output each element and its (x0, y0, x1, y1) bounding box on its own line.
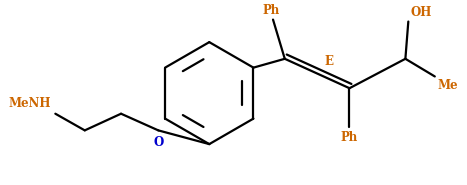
Text: E: E (325, 55, 333, 68)
Text: Ph: Ph (341, 131, 358, 144)
Text: Me: Me (438, 79, 459, 92)
Text: Ph: Ph (262, 4, 280, 17)
Text: OH: OH (410, 6, 432, 19)
Text: MeNH: MeNH (9, 97, 51, 110)
Text: O: O (153, 136, 163, 149)
